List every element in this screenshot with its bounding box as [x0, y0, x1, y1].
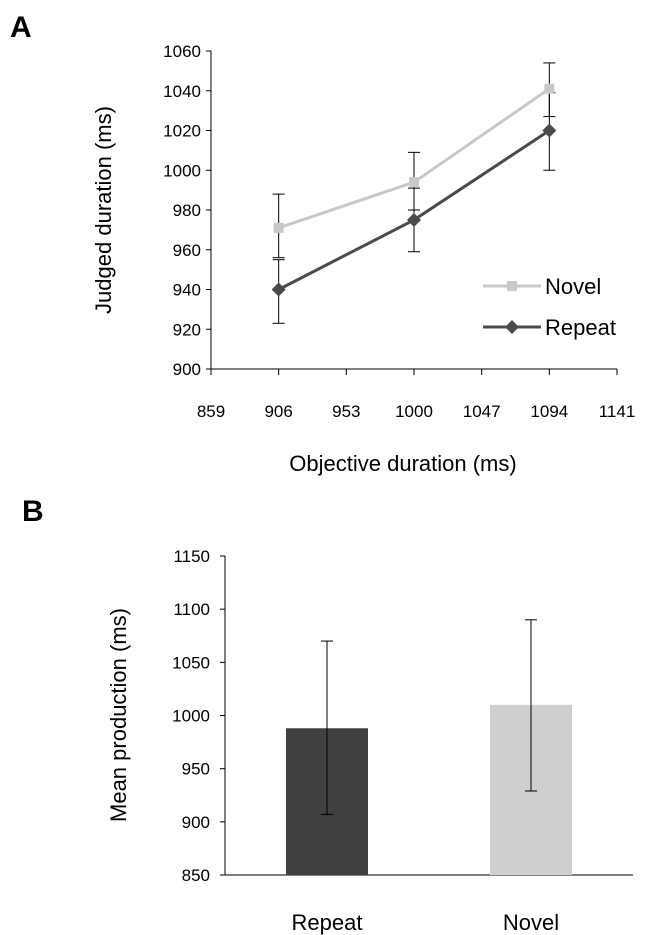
x-tick-label: 1000	[395, 402, 433, 421]
x-category-label: Novel	[503, 910, 559, 935]
data-point	[409, 177, 419, 188]
y-tick-label: 980	[173, 201, 201, 220]
y-tick-label: 1020	[163, 122, 201, 141]
x-tick-label: 906	[264, 402, 292, 421]
y-tick-label: 1150	[173, 547, 210, 566]
y-tick-label: 960	[173, 241, 201, 260]
y-tick-label: 1000	[172, 707, 210, 726]
line-chart-legend: Novel Repeat	[483, 274, 616, 340]
y-tick-label: 1100	[173, 600, 210, 619]
data-point	[544, 83, 555, 94]
x-tick-label: 1047	[463, 402, 501, 421]
data-point	[271, 282, 286, 297]
bar-chart-bars	[286, 619, 572, 875]
line-chart-series	[271, 83, 557, 297]
legend-marker	[505, 320, 519, 334]
data-point	[273, 222, 284, 233]
x-tick-label: 953	[332, 402, 360, 421]
legend-label: Novel	[545, 274, 601, 299]
y-tick-label: 900	[182, 813, 210, 832]
y-tick-label: 1060	[163, 42, 201, 61]
x-tick-label: 1141	[599, 402, 636, 421]
y-axis-title-b: Mean production (ms)	[106, 608, 131, 822]
data-point	[542, 123, 557, 138]
panel-letter-b: B	[22, 495, 44, 528]
y-tick-label: 1000	[163, 161, 201, 180]
legend-marker	[507, 281, 517, 291]
line-chart-axes: 900 920 940 960 980 1000 1020 1040 1060 859 906 953…	[163, 42, 635, 421]
x-tick-label: 1094	[530, 402, 568, 421]
data-point	[407, 212, 421, 227]
bar-chart: 850 900 950 1000 1050 1100 1150 Repeat Novel Mea…	[106, 547, 633, 935]
legend-label: Repeat	[545, 315, 616, 340]
x-tick-label: 859	[197, 402, 225, 421]
y-tick-label: 920	[173, 320, 201, 339]
line-chart: 900 920 940 960 980 1000 1020 1040 1060 859 906 953…	[91, 42, 635, 476]
x-axis-title: Objective duration (ms)	[289, 451, 516, 476]
y-tick-label: 950	[182, 760, 210, 779]
x-category-label: Repeat	[292, 910, 363, 935]
y-tick-label: 850	[182, 866, 210, 885]
bar-chart-axes: 850 900 950 1000 1050 1100 1150 Repeat Novel	[172, 547, 633, 935]
panel-letter-a: A	[10, 11, 32, 44]
y-tick-label: 940	[173, 281, 201, 300]
y-tick-label: 1040	[163, 82, 201, 101]
y-tick-label: 900	[173, 360, 201, 379]
y-axis-title: Judged duration (ms)	[91, 106, 116, 314]
y-tick-label: 1050	[172, 653, 210, 672]
